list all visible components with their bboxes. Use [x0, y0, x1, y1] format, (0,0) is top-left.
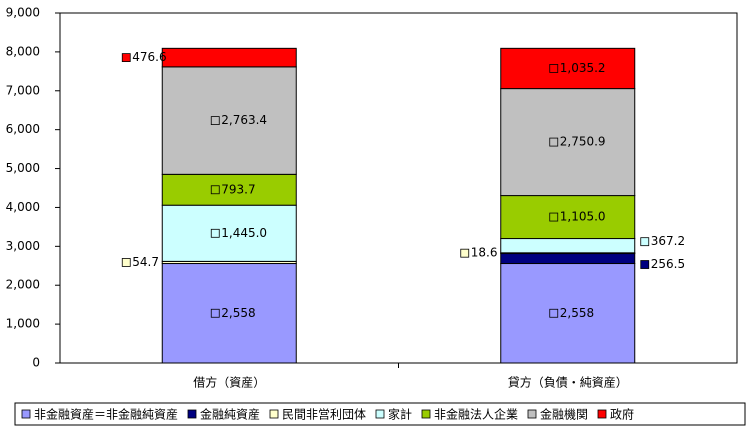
bar-segment	[500, 263, 636, 364]
bar-segment	[500, 88, 636, 197]
legend-key	[527, 409, 537, 419]
y-tick-label: 1,000	[6, 317, 40, 331]
legend-label: 非金融法人企業	[434, 407, 518, 422]
legend-key	[269, 409, 279, 419]
label-key	[210, 185, 220, 195]
label-key	[549, 212, 559, 222]
plot-area	[59, 12, 738, 364]
data-label: 476.6	[132, 50, 166, 64]
data-label: 18.6	[471, 246, 498, 260]
bar-segment	[161, 263, 297, 364]
label-key	[460, 248, 470, 258]
data-label: 2,763.4	[221, 113, 267, 127]
data-label: 54.7	[132, 255, 159, 269]
bar-segment	[161, 204, 297, 262]
bar-segment	[161, 47, 297, 68]
legend-label: 非金融資産＝非金融純資産	[34, 407, 178, 422]
legend-key	[187, 409, 197, 419]
bar-segment	[161, 173, 297, 206]
label-key	[121, 258, 131, 267]
y-tick-label: 7,000	[6, 83, 40, 97]
data-label: 367.2	[651, 234, 685, 248]
y-tick-label: 8,000	[6, 44, 40, 58]
legend-label: 金融純資産	[200, 407, 260, 422]
label-key	[549, 64, 559, 73]
data-label: 1,035.2	[560, 61, 606, 75]
y-tick-label: 6,000	[6, 122, 40, 136]
y-tick-label: 5,000	[6, 161, 40, 175]
data-label: 2,558	[560, 306, 594, 320]
label-key	[640, 260, 650, 269]
x-tick-label: 借方（資産）	[193, 375, 265, 390]
bar-segment	[500, 47, 636, 90]
data-label: 1,445.0	[221, 226, 267, 240]
data-label: 2,558	[221, 306, 255, 320]
label-key	[121, 53, 131, 63]
bar-segment	[500, 195, 636, 240]
bar-segment	[500, 253, 636, 265]
label-key	[549, 137, 559, 147]
legend-label: 家計	[388, 407, 412, 422]
y-tick-label: 0	[32, 356, 40, 370]
legend-key	[597, 409, 607, 419]
y-tick-label: 2,000	[6, 278, 40, 292]
data-label: 256.5	[651, 257, 685, 271]
label-key	[210, 308, 220, 318]
legend-label: 政府	[610, 407, 634, 422]
data-label: 2,750.9	[560, 135, 606, 149]
data-label: 793.7	[221, 182, 255, 196]
label-key	[210, 228, 220, 238]
legend-key	[375, 409, 385, 419]
label-key	[640, 237, 650, 247]
bar-segment	[161, 66, 297, 175]
label-key	[549, 308, 559, 318]
label-key	[210, 116, 220, 126]
legend-key	[21, 409, 31, 419]
y-tick-label: 9,000	[6, 6, 40, 20]
y-tick-label: 4,000	[6, 200, 40, 214]
legend-label: 金融機関	[540, 407, 588, 422]
data-label: 1,105.0	[560, 210, 606, 224]
y-tick-label: 3,000	[6, 239, 40, 253]
legend-key	[421, 409, 431, 419]
bar-segment	[500, 238, 636, 254]
x-tick-label: 貸方（負債・純資産）	[508, 375, 628, 390]
legend-label: 民間非営利団体	[282, 408, 366, 422]
